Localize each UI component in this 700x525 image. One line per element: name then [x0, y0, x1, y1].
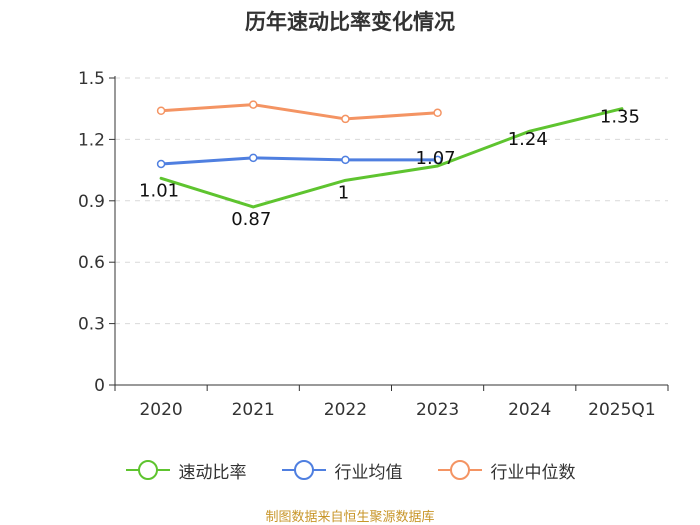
data-label: 1	[338, 182, 349, 203]
x-tick-label: 2024	[508, 400, 551, 420]
y-tick-label: 1.5	[78, 69, 105, 89]
series-line-2	[159, 103, 440, 121]
legend-symbol-icon	[125, 460, 170, 480]
legend-label: 速动比率	[178, 462, 247, 483]
series-point-1	[341, 155, 350, 165]
legend-label: 行业中位数	[490, 462, 576, 483]
y-tick-label: 0.9	[78, 192, 105, 212]
legend-symbol-icon	[281, 460, 326, 480]
x-tick-label: 2020	[139, 400, 182, 420]
data-label: 1.24	[508, 129, 548, 150]
series-point-2	[433, 108, 442, 118]
data-label: 1.01	[139, 180, 179, 201]
legend-symbol-icon	[437, 460, 482, 480]
y-tick-label: 0	[94, 376, 105, 396]
legend-label: 行业均值	[334, 462, 403, 483]
series-point-2	[341, 114, 350, 124]
series-point-2	[156, 106, 166, 115]
series-point-2	[249, 100, 258, 109]
x-tick-label: 2021	[232, 400, 275, 420]
series-point-1	[433, 155, 442, 165]
legend-marker	[449, 460, 470, 480]
source-note: 制图数据来自恒生聚源数据库	[265, 510, 435, 525]
x-tick-label: 2025Q1	[588, 400, 655, 420]
y-tick-label: 1.2	[78, 130, 105, 150]
legend-item[interactable]: 速动比率	[125, 458, 247, 483]
legend-item[interactable]: 行业中位数	[437, 458, 576, 483]
legend-marker	[293, 460, 314, 480]
y-tick-label: 0.6	[78, 253, 105, 273]
data-label: 0.87	[231, 209, 271, 230]
series-line-0	[159, 107, 624, 209]
series-point-1	[249, 153, 258, 163]
chart-title: 历年速动比率变化情况	[245, 10, 455, 34]
legend-item[interactable]: 行业均值	[281, 458, 403, 483]
data-label: 1.35	[600, 107, 640, 128]
legend: 速动比率 行业均值 行业中位数	[0, 452, 700, 488]
x-tick-label: 2022	[324, 400, 367, 420]
series-line-1	[159, 156, 440, 166]
y-tick-label: 0.3	[78, 315, 105, 335]
legend-marker	[137, 460, 158, 480]
x-tick-label: 2023	[416, 400, 459, 420]
data-label: 1.07	[416, 148, 456, 169]
series-point-1	[156, 159, 166, 169]
